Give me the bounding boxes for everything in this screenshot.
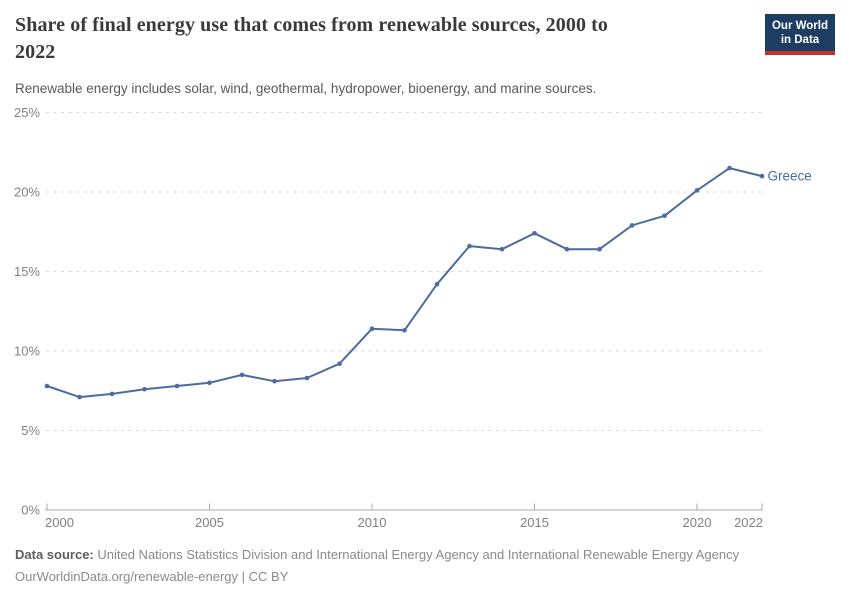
- owid-logo-line1: Our World: [771, 20, 828, 32]
- data-point-marker[interactable]: [597, 246, 602, 252]
- page-title-line2: 2022: [15, 41, 56, 63]
- x-axis-tick-label: 2000: [45, 515, 74, 530]
- page-title-line1: Share of final energy use that comes fro…: [15, 14, 609, 36]
- data-point-marker[interactable]: [694, 188, 700, 193]
- page-title: Share of final energy use that comes fro…: [15, 12, 755, 66]
- series-label-greece[interactable]: Greece: [768, 169, 812, 184]
- data-point-marker[interactable]: [662, 213, 667, 219]
- owid-logo[interactable]: Our World in Data: [765, 14, 835, 55]
- data-point-marker[interactable]: [174, 383, 180, 389]
- data-point-marker[interactable]: [434, 281, 440, 287]
- data-point-marker[interactable]: [499, 246, 505, 252]
- data-point-marker[interactable]: [207, 380, 212, 386]
- y-axis-tick-label: 20%: [14, 185, 40, 200]
- y-axis-tick-label: 10%: [14, 344, 40, 359]
- data-point-marker[interactable]: [142, 386, 147, 392]
- data-point-marker[interactable]: [759, 173, 765, 179]
- data-point-marker[interactable]: [369, 326, 375, 332]
- x-axis-tick-label: 2020: [683, 515, 712, 530]
- owid-logo-line2: in Data: [780, 34, 820, 46]
- x-axis-tick-label: 2015: [520, 515, 549, 530]
- data-point-marker[interactable]: [532, 231, 537, 236]
- data-point-marker[interactable]: [239, 372, 245, 378]
- datasource-line: Data source: United Nations Statistics D…: [15, 544, 835, 566]
- datasource-text[interactable]: United Nations Statistics Division and I…: [93, 547, 740, 562]
- chart-footer: Data source: United Nations Statistics D…: [15, 544, 835, 587]
- data-point-marker[interactable]: [467, 243, 472, 249]
- data-point-marker[interactable]: [109, 391, 115, 397]
- license-line[interactable]: OurWorldinData.org/renewable-energy | CC…: [15, 568, 289, 584]
- x-axis-tick-label: 2022: [734, 515, 763, 530]
- x-axis-tick-label: 2010: [358, 515, 387, 530]
- x-axis-tick-label: 2005: [195, 515, 224, 530]
- data-point-marker[interactable]: [564, 246, 570, 252]
- data-point-marker[interactable]: [402, 328, 407, 333]
- data-point-marker[interactable]: [77, 394, 82, 400]
- y-axis-tick-label: 5%: [21, 423, 40, 438]
- chart-subtitle: Renewable energy includes solar, wind, g…: [15, 81, 597, 96]
- data-point-marker[interactable]: [337, 361, 342, 367]
- y-axis-tick-label: 25%: [14, 105, 40, 120]
- greece-line-series[interactable]: [46, 167, 763, 399]
- y-axis-tick-label: 0%: [21, 503, 40, 518]
- data-point-marker[interactable]: [727, 165, 732, 171]
- data-point-marker[interactable]: [272, 378, 277, 384]
- line-chart[interactable]: 0% 5% 10% 15% 20% 25% 2000 2005 2010 2015 2020 2022…: [0, 0, 850, 545]
- data-point-marker[interactable]: [629, 223, 635, 228]
- y-axis-tick-label: 15%: [14, 264, 40, 279]
- datasource-label[interactable]: Data source:: [15, 547, 94, 562]
- data-point-marker[interactable]: [44, 383, 50, 389]
- chart-header: Share of final energy use that comes fro…: [15, 12, 835, 97]
- data-point-marker[interactable]: [304, 375, 310, 381]
